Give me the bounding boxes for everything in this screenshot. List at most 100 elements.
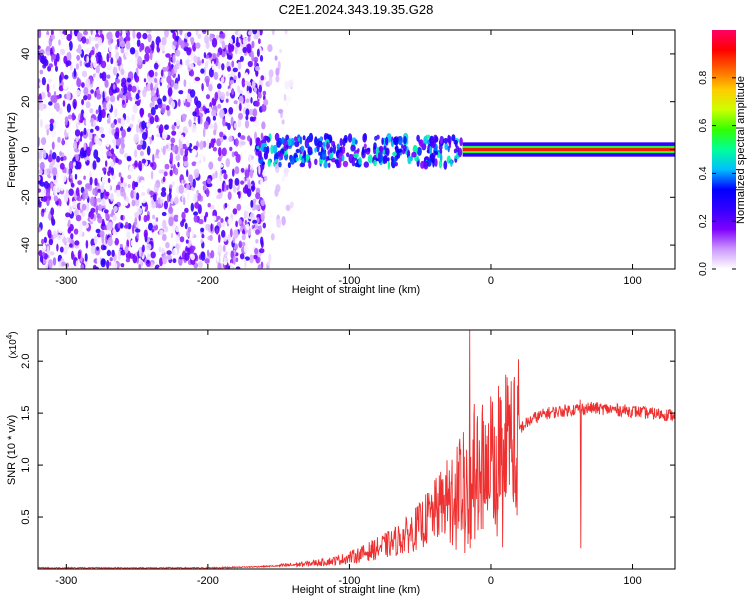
heatmap-cell (83, 127, 87, 136)
heatmap-cell (88, 121, 92, 128)
heatmap-cell (50, 194, 53, 203)
heatmap-cell (64, 116, 69, 123)
heatmap-cell (86, 146, 91, 157)
heatmap-cell (73, 101, 77, 110)
heatmap-cell (114, 131, 120, 140)
heatmap-cell (293, 136, 298, 142)
heatmap-cell (89, 176, 93, 186)
heatmap-cell (146, 214, 150, 221)
heatmap-cell (239, 89, 243, 95)
heatmap-cell (139, 81, 145, 91)
heatmap-cell (157, 98, 163, 105)
heatmap-cell (121, 171, 124, 178)
heatmap-cell (107, 236, 113, 247)
heatmap-cell (194, 202, 200, 209)
x-tick: 0 (488, 30, 494, 287)
heatmap-cell (307, 146, 313, 156)
heatmap-cell (215, 263, 218, 269)
heatmap-cell (208, 161, 214, 170)
heatmap-cell (339, 138, 343, 147)
heatmap-cell (284, 30, 288, 35)
heatmap-cell (152, 193, 157, 202)
heatmap-cell (83, 111, 89, 119)
heatmap-cell (135, 192, 140, 200)
heatmap-cell (251, 40, 255, 49)
heatmap-cell (188, 55, 192, 61)
heatmap-cell (162, 145, 166, 156)
heatmap-cell (76, 196, 82, 202)
heatmap-cell (136, 39, 141, 47)
heatmap-cell (192, 111, 197, 117)
heatmap-cell (175, 226, 180, 233)
heatmap-cell (299, 162, 306, 168)
heatmap-cell (65, 212, 71, 218)
heatmap-cell (438, 144, 443, 151)
spectrogram-heatmap (38, 30, 675, 269)
heatmap-cell (212, 115, 216, 121)
heatmap-cell (141, 158, 147, 164)
heatmap-cell (49, 118, 55, 124)
heatmap-cell (273, 160, 276, 167)
heatmap-cell (206, 178, 212, 185)
heatmap-cell (216, 52, 220, 58)
y-tick-label: 0.5 (20, 509, 32, 524)
heatmap-cell (79, 222, 83, 230)
heatmap-cell (235, 102, 239, 113)
heatmap-cell (108, 166, 112, 174)
heatmap-cell (106, 64, 113, 71)
heatmap-cell (156, 87, 159, 98)
heatmap-cell (111, 249, 115, 257)
heatmap-cell (347, 133, 353, 143)
heatmap-cell (393, 156, 397, 165)
heatmap-cell (38, 227, 42, 233)
heatmap-cell (245, 98, 250, 103)
heatmap-cell (223, 260, 228, 266)
heatmap-cell (140, 139, 143, 146)
heatmap-cell (66, 51, 72, 62)
heatmap-cell (193, 215, 198, 223)
heatmap-cell (255, 239, 259, 244)
heatmap-cell (229, 146, 233, 152)
heatmap-cell (262, 90, 267, 96)
heatmap-cell (236, 36, 239, 46)
y-tick: -40 (20, 237, 675, 253)
heatmap-cell (444, 142, 449, 151)
heatmap-cell (253, 254, 258, 260)
x-tick-label: 100 (623, 575, 641, 587)
heatmap-cell (123, 224, 129, 229)
heatmap-cell (275, 67, 280, 77)
heatmap-cell (231, 89, 234, 95)
heatmap-cell (42, 259, 47, 265)
heatmap-cell (228, 178, 233, 183)
heatmap-cell (378, 152, 381, 160)
heatmap-cell (75, 89, 81, 96)
heatmap-cell (112, 261, 118, 269)
heatmap-cell (175, 243, 179, 249)
heatmap-cell (462, 148, 675, 151)
heatmap-cell (74, 129, 81, 137)
heatmap-cell (283, 93, 287, 102)
heatmap-cell (214, 91, 219, 102)
heatmap-cell (256, 217, 260, 224)
snr-y-ticks: 0.5 1.0 1.5 2.0 (20, 354, 675, 525)
heatmap-cell (50, 30, 54, 36)
heatmap-cell (120, 263, 125, 268)
heatmap-cell (158, 246, 162, 253)
heatmap-cell (51, 152, 57, 160)
heatmap-cell (95, 109, 99, 115)
heatmap-cell (127, 84, 133, 92)
heatmap-cell (230, 262, 234, 269)
heatmap-cell (73, 141, 78, 151)
heatmap-cell (255, 229, 260, 235)
heatmap-cell (40, 188, 47, 196)
heatmap-cell (199, 106, 204, 112)
heatmap-cell (212, 98, 217, 104)
heatmap-cell (185, 239, 189, 244)
heatmap-cell (167, 71, 172, 78)
heatmap-cell (346, 152, 350, 158)
heatmap-cell (53, 174, 57, 181)
heatmap-cell (38, 45, 41, 50)
heatmap-cell (276, 218, 282, 228)
heatmap-cell (247, 60, 253, 68)
heatmap-cell (61, 261, 66, 267)
